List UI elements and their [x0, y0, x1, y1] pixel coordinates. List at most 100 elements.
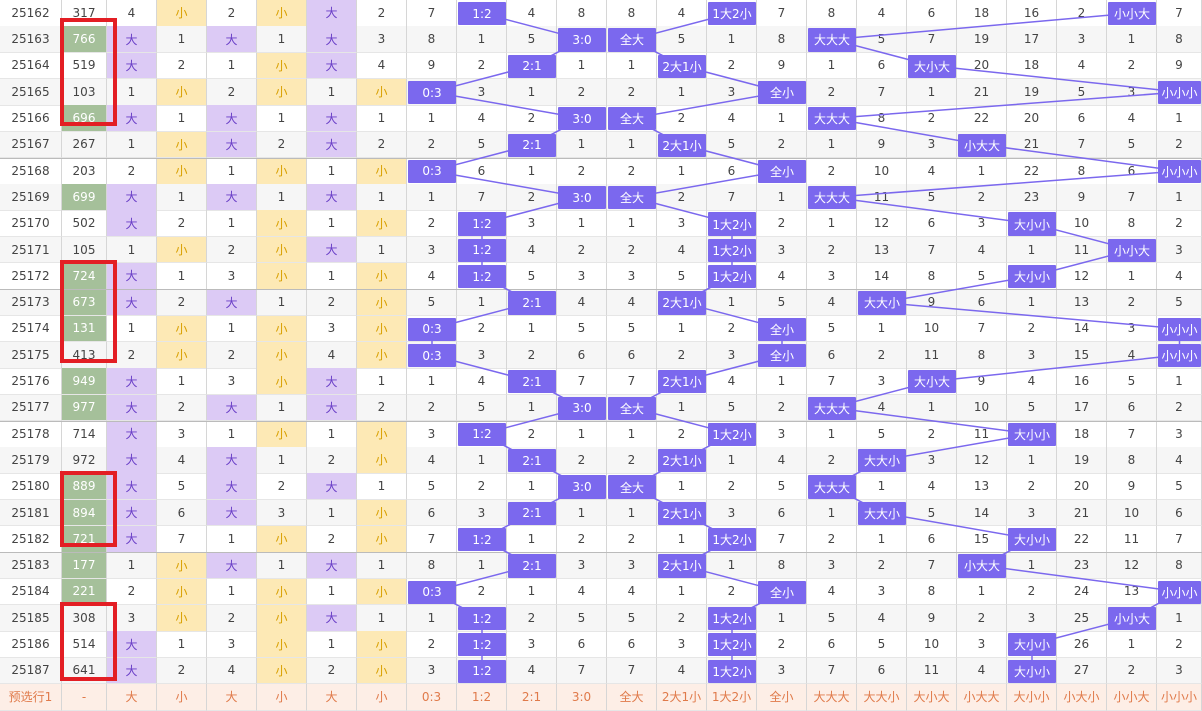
issue-number: 25170 [0, 210, 62, 238]
stat-cell: 5 [1157, 473, 1202, 501]
stat-cell: 3 [757, 420, 807, 448]
stat-cell: 2 [457, 315, 507, 343]
footer-option[interactable]: 小 [157, 683, 207, 711]
footer-option[interactable]: 大小小 [1007, 683, 1057, 711]
footer-option[interactable]: 0:3 [407, 683, 457, 711]
stat-cell: 4 [807, 578, 857, 606]
pattern-box: 小大大 [958, 554, 1006, 578]
stat-cell: 12 [1107, 552, 1157, 580]
stat-cell: 14 [1057, 315, 1107, 343]
footer-option[interactable]: 大大大 [807, 683, 857, 711]
stat-cell: 8 [1157, 552, 1202, 580]
stat-cell: 大 [307, 131, 357, 159]
stat-cell: 17 [1057, 394, 1107, 422]
footer-option[interactable]: 3:0 [557, 683, 607, 711]
footer-option[interactable]: 大 [307, 683, 357, 711]
stat-cell: 2 [557, 236, 607, 264]
stat-cell: 6 [907, 210, 957, 238]
stat-cell: 7 [907, 236, 957, 264]
footer-option[interactable]: 小大大 [957, 683, 1007, 711]
issue-number: 25168 [0, 157, 62, 185]
stat-cell: 4 [1157, 263, 1202, 290]
stat-cell: 1 [357, 105, 407, 132]
footer-option[interactable]: 小小小 [1157, 683, 1202, 711]
stat-cell: 25 [1057, 604, 1107, 632]
footer-option[interactable]: 小大小 [1057, 683, 1107, 711]
stat-cell: 22 [957, 105, 1007, 132]
stat-cell: 大 [207, 473, 257, 501]
stat-cell: 3 [657, 631, 707, 658]
footer-option[interactable]: 小 [257, 683, 307, 711]
stat-cell: 18 [957, 0, 1007, 27]
draw-number: 696 [62, 105, 107, 132]
issue-number: 25186 [0, 631, 62, 658]
category-box: 全大 [608, 475, 656, 499]
footer-option[interactable]: 大 [207, 683, 257, 711]
footer-option[interactable]: 1大2小 [707, 683, 757, 711]
stat-cell: 2 [1107, 657, 1157, 685]
stat-cell: 1 [1107, 631, 1157, 658]
ratio-box: 3:0 [558, 28, 606, 52]
footer-option[interactable]: 2大1小 [657, 683, 707, 711]
issue-number: 25167 [0, 131, 62, 159]
stat-cell: 1 [757, 184, 807, 211]
footer-option[interactable]: 1:2 [457, 683, 507, 711]
stat-cell: 小 [357, 526, 407, 553]
footer-option[interactable]: 小 [357, 683, 407, 711]
stat-cell: 大 [207, 26, 257, 54]
stat-cell: 1 [507, 578, 557, 606]
category-box: 2大1小 [658, 501, 706, 525]
pattern-box: 大小小 [1008, 528, 1056, 552]
stat-cell: 4 [657, 0, 707, 27]
pattern-box: 大大大 [808, 396, 856, 420]
stat-cell: 7 [407, 526, 457, 553]
stat-cell: 8 [907, 263, 957, 290]
category-box: 1大2小 [708, 422, 756, 447]
stat-cell: 6 [157, 499, 207, 527]
stat-cell: 1 [157, 184, 207, 211]
stat-cell: 1 [307, 499, 357, 527]
category-box: 2大1小 [658, 370, 706, 394]
category-box: 1大2小 [708, 212, 756, 236]
issue-number: 25171 [0, 236, 62, 264]
stat-cell: 7 [957, 315, 1007, 343]
stat-cell: 2 [1007, 315, 1057, 343]
draw-number: 721 [62, 526, 107, 553]
footer-option[interactable]: 大小大 [907, 683, 957, 711]
stat-cell: 4 [907, 473, 957, 501]
footer-option[interactable]: 全小 [757, 683, 807, 711]
stat-cell: 10 [957, 394, 1007, 422]
stat-cell: 2 [1007, 578, 1057, 606]
footer-option[interactable]: 小小大 [1107, 683, 1157, 711]
stat-cell: 5 [907, 499, 957, 527]
stat-cell: 大 [307, 552, 357, 580]
stat-cell: 2 [507, 420, 557, 448]
footer-option[interactable]: 全大 [607, 683, 657, 711]
stat-cell: 7 [1057, 131, 1107, 159]
draw-number: 502 [62, 210, 107, 238]
footer-option[interactable]: 大大小 [857, 683, 907, 711]
stat-cell: 大 [107, 394, 157, 422]
ratio-box: 2:1 [508, 449, 556, 473]
issue-number: 25177 [0, 394, 62, 422]
stat-cell: 1 [257, 394, 307, 422]
stat-cell: 3 [457, 341, 507, 369]
ratio-box: 3:0 [558, 186, 606, 210]
stat-cell: 2 [957, 604, 1007, 632]
stat-cell: 4 [407, 447, 457, 474]
stat-cell: 2 [807, 236, 857, 264]
stat-cell: 3 [557, 263, 607, 290]
ratio-box: 2:1 [508, 54, 556, 78]
stat-cell: 3 [757, 657, 807, 685]
category-box: 2大1小 [658, 449, 706, 473]
stat-cell: 小 [157, 0, 207, 27]
footer-option[interactable]: 大 [107, 683, 157, 711]
group-divider [0, 552, 1202, 554]
stat-cell: 4 [507, 236, 557, 264]
footer-option[interactable]: 2:1 [507, 683, 557, 711]
category-box: 全小 [758, 343, 806, 368]
stat-cell: 1 [807, 210, 857, 238]
stat-cell: 小 [257, 0, 307, 27]
stat-cell: 1 [707, 26, 757, 54]
draw-number: 699 [62, 184, 107, 211]
